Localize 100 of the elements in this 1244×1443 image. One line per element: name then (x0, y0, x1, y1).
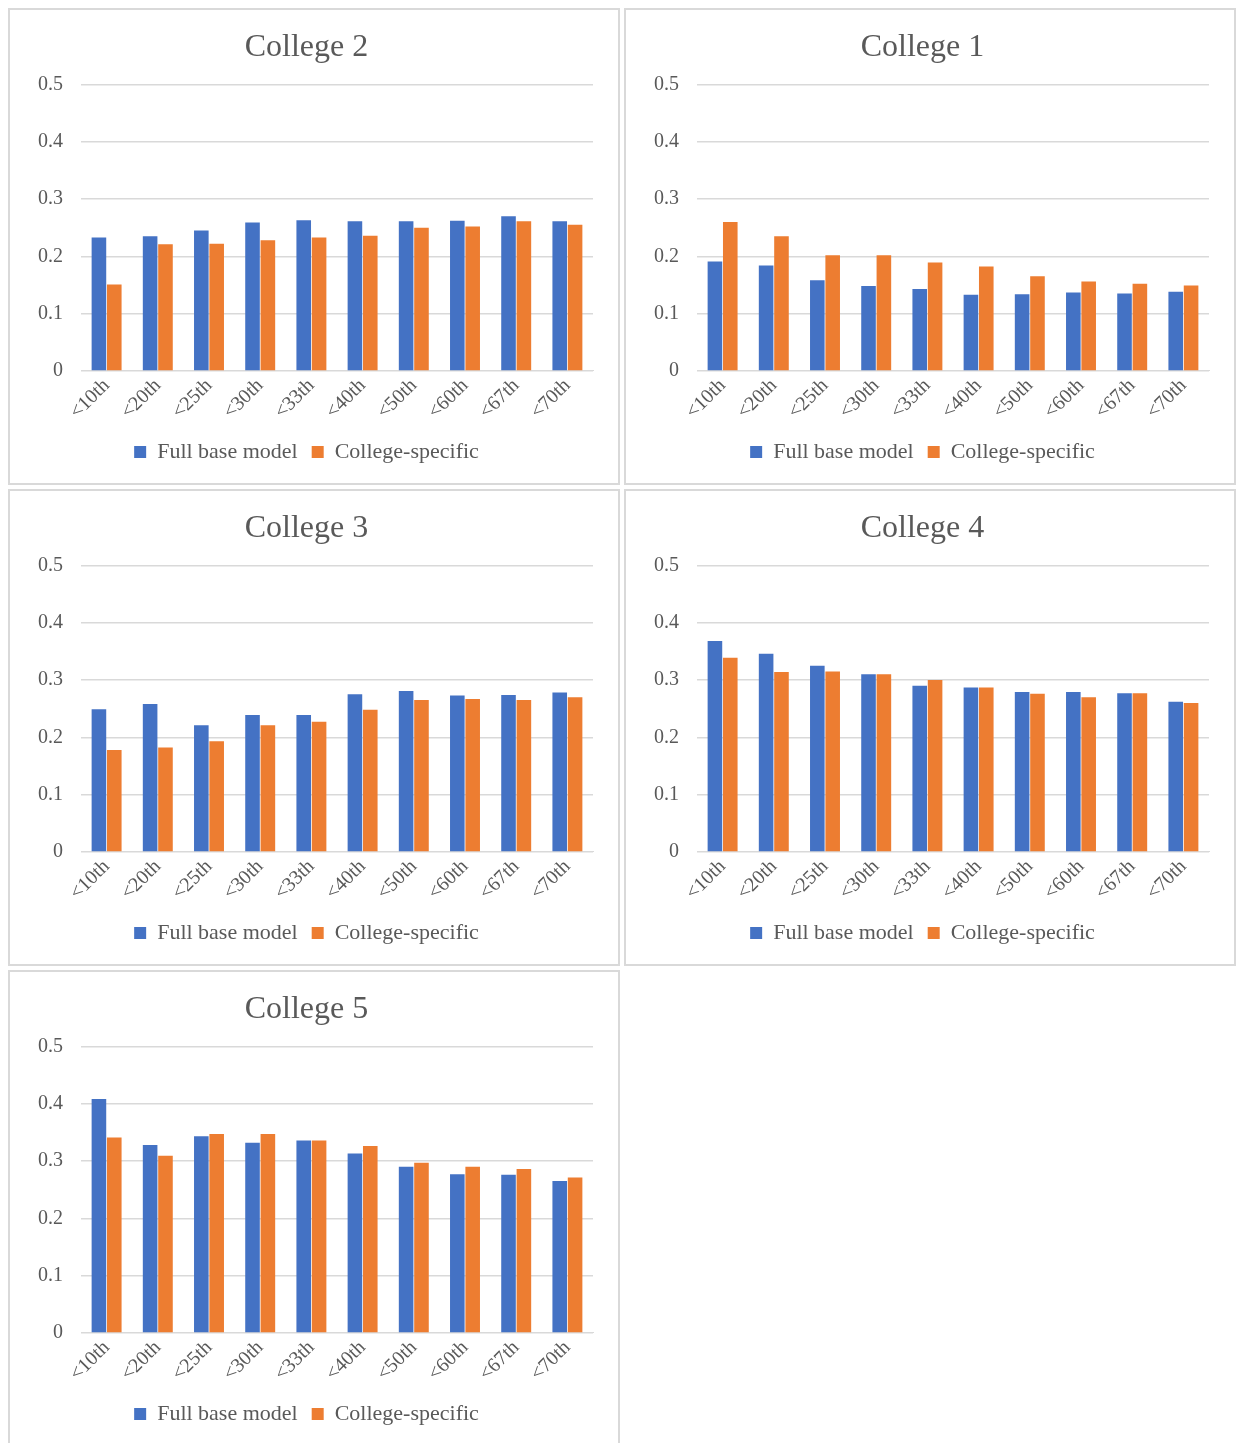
bar (106, 749, 122, 852)
bar (245, 714, 260, 852)
y-tick-label: 0.3 (654, 667, 679, 690)
y-tick-label: 0 (669, 839, 679, 862)
bar (567, 224, 583, 371)
x-tick-label: <30th (218, 373, 267, 423)
legend-label: Full base model (773, 437, 914, 463)
legend-label: College-specific (334, 918, 480, 944)
bar (1030, 276, 1045, 371)
y-tick-label: 0.2 (38, 724, 63, 747)
x-tick-label: <60th (1038, 373, 1088, 423)
x-tick-label: <67th (474, 1335, 523, 1385)
bar (91, 709, 107, 852)
chart-title: College 2 (244, 26, 369, 63)
bar (501, 694, 516, 852)
bar (296, 1140, 312, 1333)
x-tick-label: <60th (422, 373, 472, 423)
bar (194, 230, 209, 371)
y-tick-label: 0.5 (654, 71, 679, 94)
bar (347, 694, 363, 852)
legend-label: College-specific (334, 437, 480, 463)
bar (142, 1144, 158, 1333)
bar (465, 1166, 480, 1333)
y-tick-label: 0.5 (38, 1033, 63, 1056)
bar (722, 657, 738, 852)
legend-label: College-specific (950, 918, 1096, 944)
x-tick-label: <33th (269, 373, 318, 423)
bar (978, 687, 994, 852)
bar (501, 1174, 516, 1333)
bar (963, 294, 979, 371)
bar (810, 665, 825, 852)
y-tick-label: 0.1 (654, 300, 679, 323)
y-tick-label: 0.4 (654, 609, 679, 632)
x-tick-label: <33th (269, 1335, 318, 1385)
bar (978, 266, 994, 371)
x-tick-label: <20th (115, 373, 165, 423)
x-tick-label: <30th (834, 373, 883, 423)
bar (1183, 702, 1199, 852)
bar (158, 1155, 173, 1333)
x-tick-label: <10th (64, 373, 114, 423)
bar (1081, 697, 1096, 852)
y-tick-label: 0.1 (38, 300, 63, 323)
bar (1168, 291, 1184, 371)
bar (245, 222, 260, 371)
x-tick-label: <67th (474, 373, 523, 423)
bar (91, 237, 107, 371)
x-tick-label: <25th (782, 373, 832, 423)
bar (1014, 294, 1030, 371)
chart-title: College 4 (860, 507, 985, 544)
chart-title: College 3 (244, 507, 369, 544)
bar (414, 700, 429, 852)
bar (245, 1142, 260, 1333)
bar (347, 221, 363, 371)
bar (1132, 693, 1148, 852)
bar (552, 692, 568, 852)
chart-title: College 1 (860, 26, 985, 63)
x-tick-label: <40th (936, 854, 986, 904)
chart-title: College 5 (244, 988, 369, 1025)
y-tick-label: 0 (53, 839, 63, 862)
bar (861, 286, 876, 371)
legend-label: Full base model (157, 437, 298, 463)
bar (91, 1099, 107, 1333)
bar (707, 261, 723, 371)
x-tick-label: <70th (525, 1335, 574, 1385)
bar (450, 220, 465, 371)
y-tick-label: 0.4 (38, 609, 63, 632)
bar (861, 674, 876, 852)
bar (209, 243, 224, 371)
y-tick-label: 0.2 (654, 243, 679, 266)
bar (450, 695, 465, 852)
bar (825, 255, 840, 371)
y-tick-label: 0.1 (38, 781, 63, 804)
bar (1168, 701, 1184, 852)
x-tick-label: <33th (885, 373, 934, 423)
bar (311, 721, 327, 852)
bar (1132, 283, 1148, 371)
x-tick-label: <25th (166, 1335, 216, 1385)
x-tick-label: <50th (987, 373, 1037, 423)
bar (516, 1169, 532, 1333)
bar (1066, 692, 1081, 852)
bar (362, 1146, 378, 1333)
bar (209, 741, 224, 852)
bar (722, 221, 738, 371)
y-tick-label: 0.3 (38, 667, 63, 690)
x-tick-label: <60th (422, 1335, 472, 1385)
y-tick-label: 0 (53, 1320, 63, 1343)
bar (912, 685, 928, 852)
bar (142, 236, 158, 371)
bar (398, 1166, 414, 1333)
legend-label: College-specific (950, 437, 1096, 463)
x-tick-label: <10th (64, 1335, 114, 1385)
bar (260, 725, 276, 852)
bar (912, 288, 928, 371)
bar (158, 747, 173, 852)
x-tick-label: <10th (64, 854, 114, 904)
legend-label: Full base model (157, 1399, 298, 1425)
bar (1030, 693, 1045, 852)
bar (1117, 293, 1132, 371)
x-tick-label: <70th (525, 373, 574, 423)
bar (1066, 292, 1081, 371)
